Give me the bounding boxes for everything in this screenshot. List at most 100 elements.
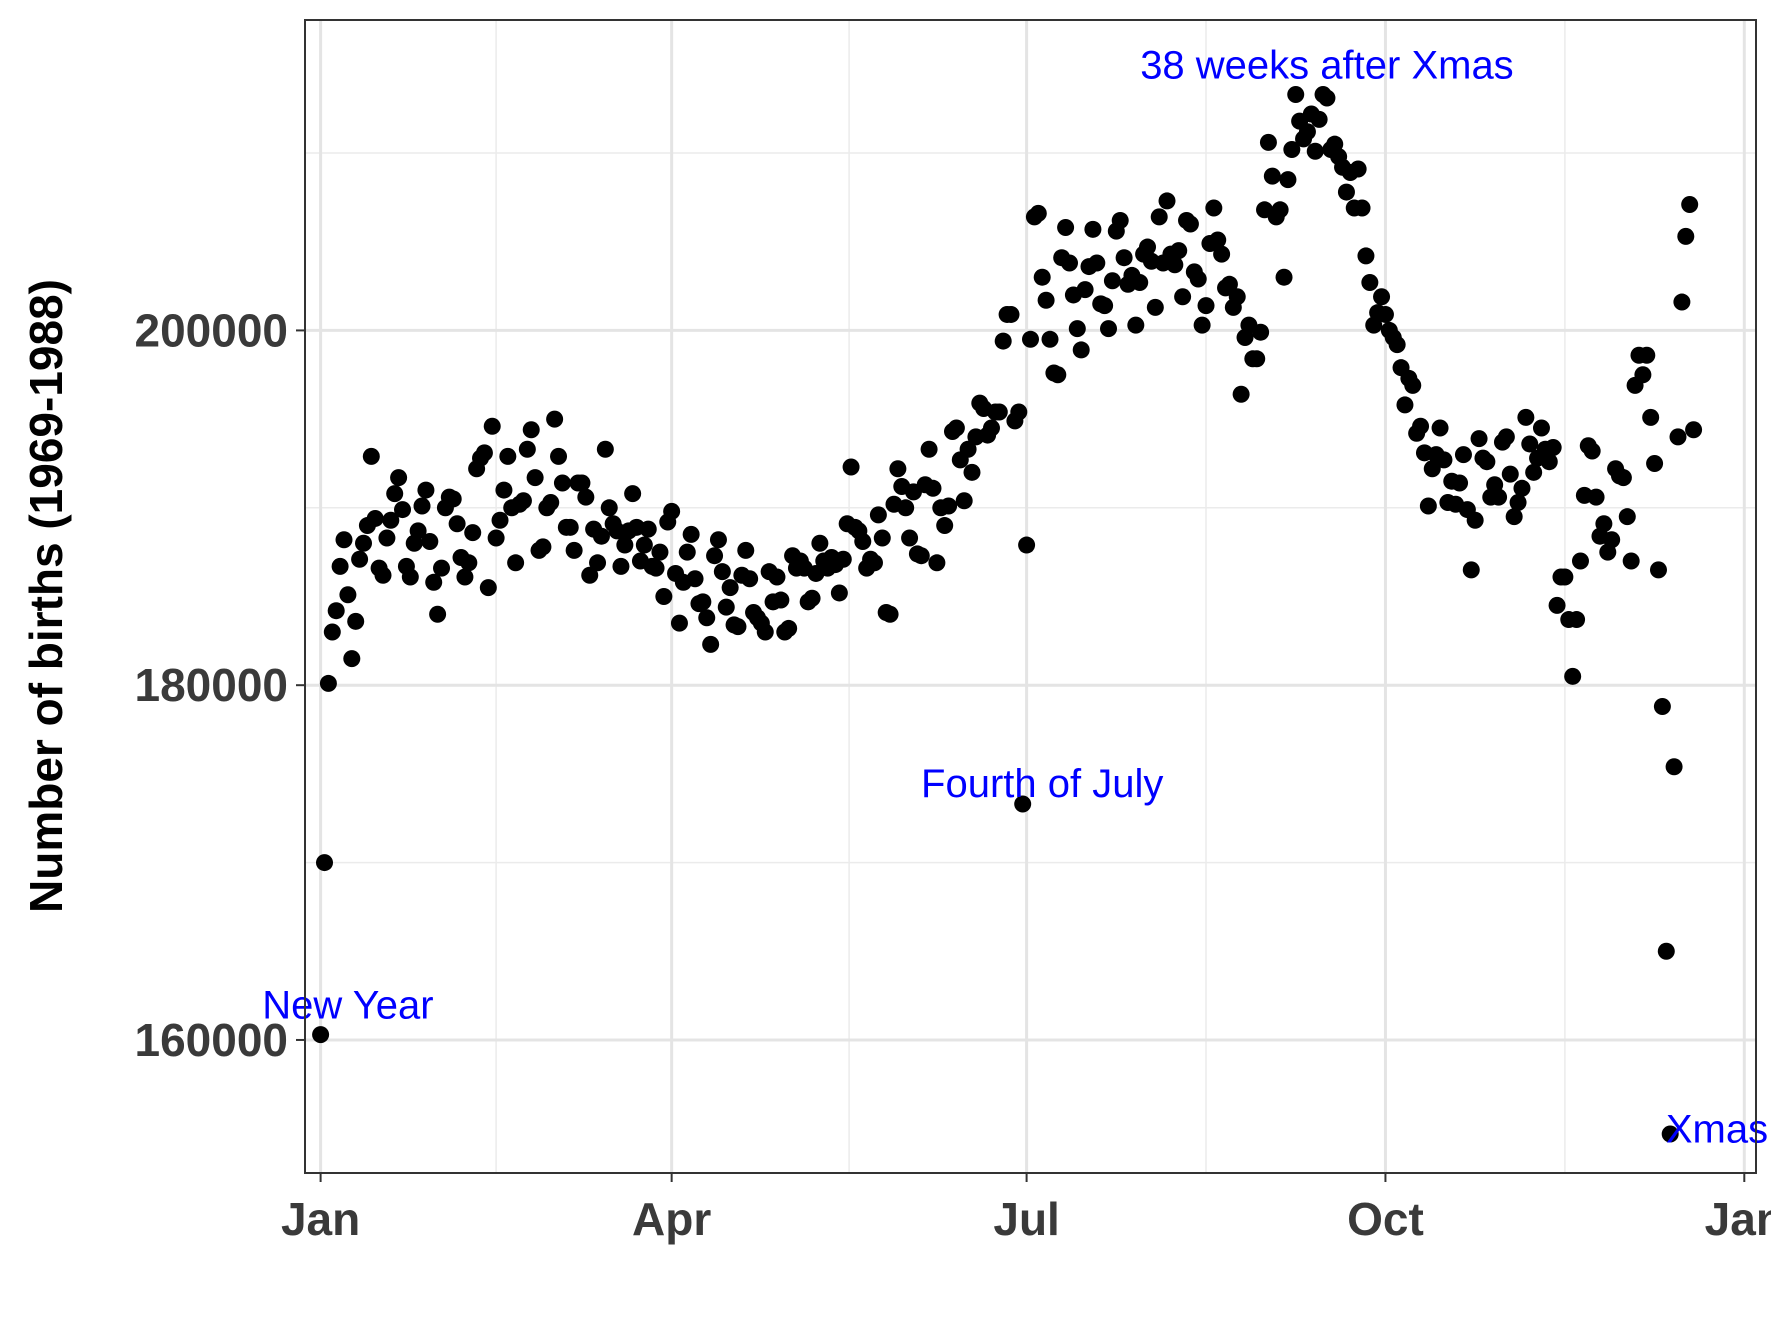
- data-point: [873, 529, 891, 547]
- data-point: [456, 568, 474, 586]
- x-tick-label: Jan: [281, 1193, 360, 1245]
- data-point: [316, 854, 334, 872]
- data-point: [1497, 428, 1515, 446]
- data-point: [1283, 140, 1301, 158]
- data-point: [491, 511, 509, 529]
- data-point: [573, 474, 591, 492]
- data-point: [682, 525, 700, 543]
- data-point: [936, 517, 954, 535]
- data-point: [1661, 1125, 1679, 1143]
- data-point: [483, 417, 501, 435]
- data-point: [686, 570, 704, 588]
- data-point: [713, 563, 731, 581]
- data-point: [811, 534, 829, 552]
- data-point: [947, 419, 965, 437]
- data-point: [546, 410, 564, 428]
- data-point: [518, 440, 536, 458]
- data-point: [561, 518, 579, 536]
- data-point: [717, 598, 735, 616]
- data-point: [635, 536, 653, 554]
- data-point: [912, 547, 930, 565]
- data-point: [1657, 942, 1675, 960]
- data-point: [1318, 89, 1336, 107]
- data-point: [1259, 133, 1277, 151]
- data-point: [514, 492, 532, 510]
- plot-border: [304, 19, 1757, 1174]
- data-point: [553, 474, 571, 492]
- data-point: [1252, 323, 1270, 341]
- data-point: [1228, 288, 1246, 306]
- data-point: [1131, 274, 1149, 292]
- data-point: [1209, 231, 1227, 249]
- data-point: [1049, 366, 1067, 384]
- data-point: [1271, 201, 1289, 219]
- data-point: [854, 533, 872, 551]
- data-point: [1139, 238, 1157, 256]
- data-point: [830, 584, 848, 602]
- data-point: [1263, 167, 1281, 185]
- data-point: [721, 579, 739, 597]
- data-point: [608, 522, 626, 540]
- data-point: [1068, 320, 1086, 338]
- data-point: [1166, 256, 1184, 274]
- data-point: [1084, 220, 1102, 238]
- annotation-label: Xmas: [1666, 1108, 1768, 1152]
- data-point: [542, 493, 560, 511]
- data-point: [803, 589, 821, 607]
- data-point: [612, 557, 630, 575]
- data-point: [924, 479, 942, 497]
- data-point: [475, 444, 493, 462]
- data-point: [526, 469, 544, 487]
- data-point: [1568, 611, 1586, 629]
- data-point: [1310, 110, 1328, 128]
- data-point: [1622, 552, 1640, 570]
- data-point: [1564, 667, 1582, 685]
- data-point: [378, 529, 396, 547]
- data-point: [433, 559, 451, 577]
- data-point: [596, 440, 614, 458]
- data-point: [663, 502, 681, 520]
- data-point: [678, 543, 696, 561]
- data-point: [1677, 227, 1695, 245]
- data-point: [390, 469, 408, 487]
- data-point: [479, 579, 497, 597]
- data-point: [1037, 291, 1055, 309]
- data-point: [842, 458, 860, 476]
- data-point: [772, 591, 790, 609]
- data-point: [1306, 142, 1324, 160]
- data-point: [417, 481, 435, 499]
- data-point: [429, 605, 447, 623]
- data-point: [507, 554, 525, 572]
- grid-lines: [305, 20, 1756, 1173]
- data-point: [382, 511, 400, 529]
- data-point: [1634, 366, 1652, 384]
- data-point: [374, 566, 392, 584]
- data-point: [565, 541, 583, 559]
- data-point: [1111, 211, 1129, 229]
- data-point: [1521, 435, 1539, 453]
- data-point: [1041, 330, 1059, 348]
- data-point: [394, 501, 412, 519]
- data-point: [1029, 204, 1047, 222]
- data-point: [655, 588, 673, 605]
- data-point: [1373, 288, 1391, 306]
- data-point: [421, 533, 439, 551]
- data-point: [351, 550, 369, 568]
- data-point: [343, 650, 361, 668]
- annotations: New Year Fourth of July 38 weeks after Xma…: [262, 43, 1768, 1151]
- data-point: [366, 509, 384, 527]
- data-point: [1649, 561, 1667, 579]
- data-point: [386, 485, 404, 503]
- data-point: [869, 506, 887, 524]
- data-point: [1127, 316, 1145, 334]
- data-point: [1587, 488, 1605, 506]
- data-point: [1614, 469, 1632, 487]
- data-point: [1685, 421, 1703, 439]
- data-point: [600, 499, 618, 517]
- data-point: [940, 497, 958, 515]
- data-point: [990, 403, 1008, 421]
- data-point: [1388, 336, 1406, 354]
- y-tick-label: 160000: [135, 1014, 289, 1066]
- data-point: [1022, 330, 1039, 348]
- data-point: [319, 674, 337, 692]
